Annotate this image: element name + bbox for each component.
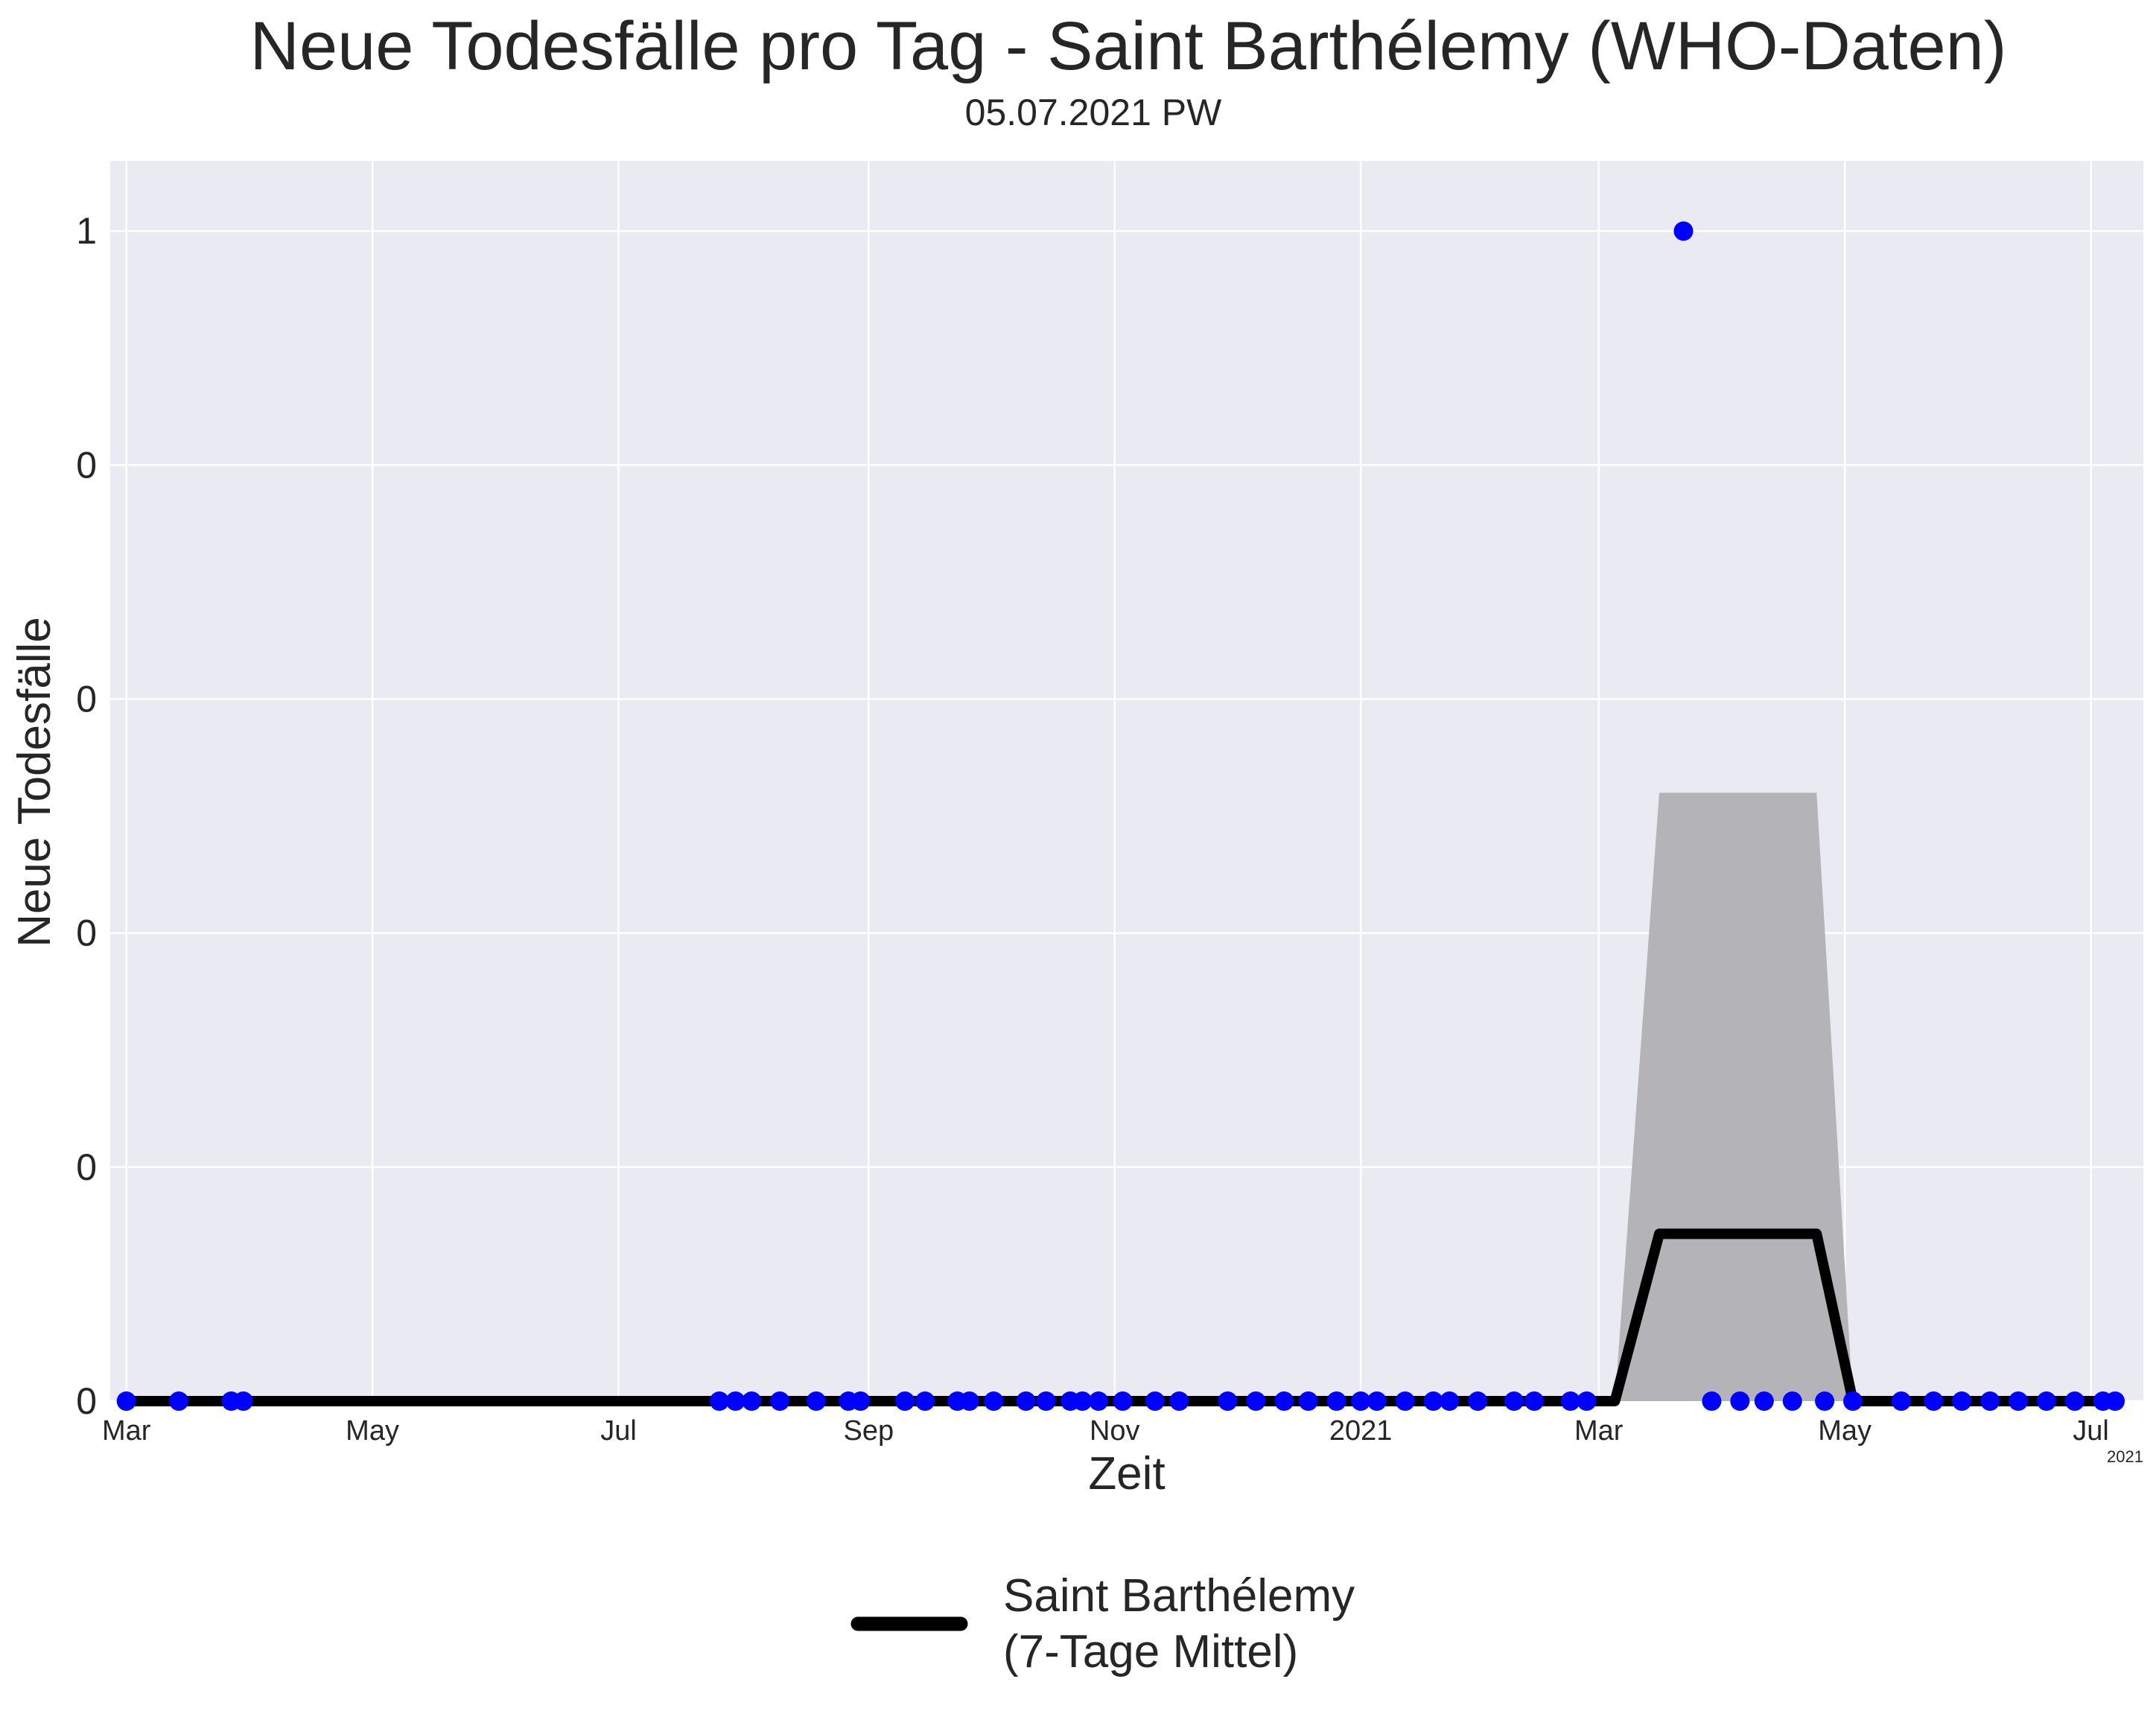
data-point [1782,1391,1802,1411]
data-point [1468,1391,1488,1411]
data-point [1980,1391,2000,1411]
y-axis-label: Neue Todesfälle [9,617,60,947]
y-tick-label: 0 [76,679,97,720]
data-point [1089,1391,1109,1411]
legend: Saint Barthélemy (7-Tage Mittel) [850,1570,1355,1677]
data-point [1326,1391,1346,1411]
x-axis-offset-label: 2021 [2107,1447,2143,1466]
y-tick-label: 0 [76,444,97,486]
data-point [1218,1391,1238,1411]
confidence-band [1615,793,1853,1401]
data-point [806,1391,826,1411]
legend-label-line1: Saint Barthélemy [1003,1570,1355,1622]
data-point [1072,1391,1093,1411]
data-point [1524,1391,1545,1411]
data-point [959,1391,979,1411]
data-point [709,1391,729,1411]
x-axis-ticks: Mar May Jul Sep Nov 2021 Mar May Jul [102,1415,2109,1447]
data-point [1952,1391,1972,1411]
data-point [725,1391,745,1411]
data-point [1113,1391,1133,1411]
data-point [1892,1391,1911,1411]
chart-title: Neue Todesfälle pro Tag - Saint Barthéle… [250,8,2007,84]
y-tick-label: 1 [76,210,97,252]
y-tick-label: 0 [76,912,97,954]
x-tick-label: May [1818,1415,1872,1447]
data-point [984,1391,1004,1411]
x-tick-label: 2021 [1329,1415,1393,1447]
data-point [1440,1391,1460,1411]
data-point [1815,1391,1835,1411]
data-point [1423,1391,1443,1411]
data-point [1924,1391,1944,1411]
band-area [1615,793,1853,1401]
data-point [1298,1391,1318,1411]
y-tick-label: 0 [76,1146,97,1188]
x-tick-label: Jul [2073,1415,2109,1447]
data-point [1673,221,1694,241]
data-point [1395,1391,1415,1411]
data-point [1351,1391,1371,1411]
data-point [742,1391,762,1411]
legend-label-line2: (7-Tage Mittel) [1003,1626,1298,1677]
data-point [2009,1391,2029,1411]
data-point [1730,1391,1750,1411]
data-point [895,1391,915,1411]
data-points [116,221,2125,1411]
data-point [1577,1391,1597,1411]
data-point [1246,1391,1266,1411]
data-point [1702,1391,1722,1411]
x-tick-label: Jul [600,1415,637,1447]
x-axis-label: Zeit [1088,1448,1165,1499]
x-tick-label: Nov [1090,1415,1140,1447]
y-axis-ticks: 0 0 0 0 0 1 [76,210,97,1422]
data-point [1169,1391,1189,1411]
data-point [169,1391,189,1411]
chart-subtitle: 05.07.2021 PW [965,92,1222,133]
y-tick-label: 0 [76,1380,97,1422]
data-point [2064,1391,2085,1411]
data-point [1016,1391,1036,1411]
data-point [1145,1391,1165,1411]
data-point [1036,1391,1056,1411]
data-point [1274,1391,1294,1411]
data-point [915,1391,935,1411]
x-tick-label: Mar [1574,1415,1624,1447]
data-point [116,1391,136,1411]
data-point [1754,1391,1774,1411]
x-tick-label: May [346,1415,399,1447]
x-tick-label: Sep [844,1415,894,1447]
data-point [233,1391,253,1411]
data-point [2105,1391,2125,1411]
data-point [2037,1391,2056,1411]
data-point [770,1391,790,1411]
data-point [1367,1391,1387,1411]
data-point [1560,1391,1580,1411]
data-point [850,1391,871,1411]
x-tick-label: Mar [102,1415,151,1447]
data-point [1843,1391,1863,1411]
data-point [1504,1391,1524,1411]
